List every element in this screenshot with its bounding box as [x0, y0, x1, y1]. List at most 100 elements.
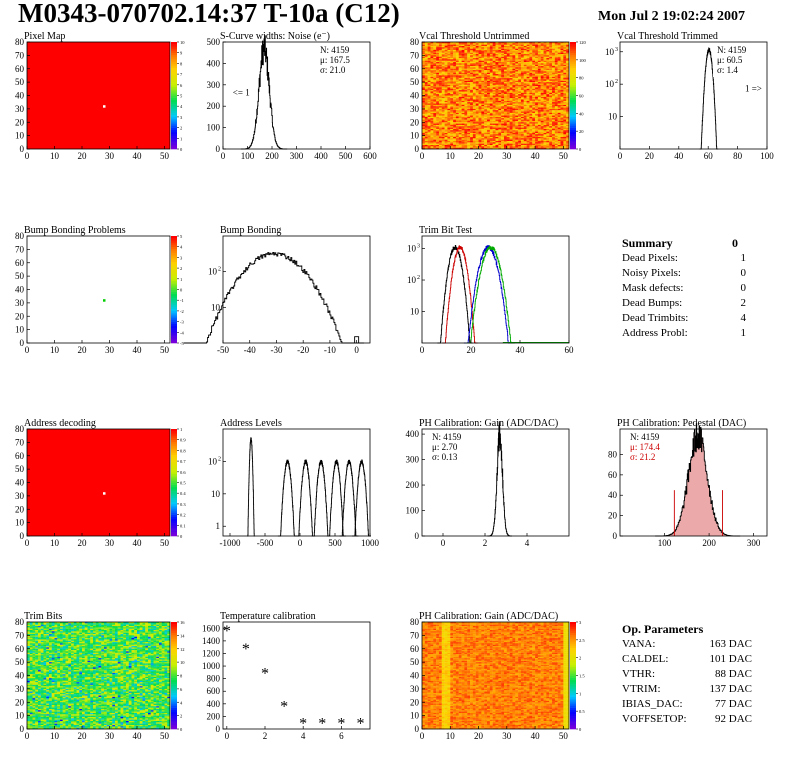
- heatmap-cell: [560, 135, 564, 138]
- heatmap-cell: [560, 92, 564, 95]
- palette-cell: [570, 125, 576, 128]
- heatmap-cell: [481, 147, 485, 150]
- heatmap-cell: [520, 62, 524, 64]
- heatmap-cell: [503, 55, 507, 57]
- heatmap-cell: [506, 103, 510, 106]
- heatmap-cell: [464, 135, 468, 138]
- heatmap-cell: [475, 50, 479, 52]
- heatmap-cell: [535, 90, 539, 92]
- heatmap-cell: [563, 123, 567, 126]
- heatmap-cell: [453, 106, 457, 108]
- heatmap-cell: [535, 99, 539, 101]
- heatmap-cell: [501, 51, 505, 53]
- heatmap-cell: [447, 58, 451, 60]
- heatmap-cell: [29, 726, 33, 728]
- heatmap-cell: [464, 74, 468, 76]
- palette-cell: [171, 306, 177, 310]
- heatmap-cell: [470, 72, 474, 75]
- heatmap-cell: [475, 86, 479, 88]
- heatmap-cell: [540, 70, 544, 72]
- heatmap-cell: [537, 96, 541, 99]
- heatmap-cell: [472, 64, 476, 67]
- heatmap-cell: [475, 54, 479, 56]
- heatmap-cell: [447, 74, 451, 76]
- heatmap-cell: [518, 134, 522, 136]
- heatmap-cell: [453, 98, 457, 100]
- heatmap-cell: [472, 50, 476, 52]
- heatmap-cell: [515, 56, 519, 59]
- heatmap-cell: [430, 124, 434, 127]
- heatmap-cell: [424, 75, 428, 77]
- heatmap-cell: [552, 98, 556, 100]
- heatmap-cell: [29, 642, 33, 644]
- stats-box: [316, 44, 368, 77]
- heatmap-cell: [509, 108, 513, 111]
- heatmap-cell: [523, 92, 527, 95]
- heatmap-cell: [540, 76, 544, 79]
- heatmap-cell: [509, 95, 513, 97]
- heatmap-cell: [427, 131, 431, 134]
- heatmap-cell: [495, 86, 499, 88]
- heatmap-cell: [563, 100, 567, 103]
- heatmap-cell: [472, 127, 476, 130]
- heatmap-cell: [472, 87, 476, 89]
- heatmap-cell: [32, 624, 36, 627]
- palette-cell: [570, 131, 576, 135]
- x-tick-label: 500: [339, 151, 353, 161]
- heatmap-cell: [535, 86, 539, 88]
- heatmap-cell: [554, 63, 558, 65]
- heatmap-cell: [484, 76, 488, 79]
- heatmap-cell: [438, 84, 442, 87]
- heatmap-cell: [535, 127, 539, 130]
- heatmap-cell: [484, 128, 488, 131]
- heatmap-cell: [422, 62, 425, 64]
- heatmap-cell: [501, 143, 505, 146]
- heatmap-cell: [563, 68, 567, 71]
- heatmap-cell: [537, 86, 541, 88]
- heatmap-cell: [444, 132, 448, 135]
- heatmap-cell: [458, 46, 462, 48]
- heatmap-cell: [433, 59, 437, 61]
- heatmap-cell: [433, 60, 437, 63]
- y-tick-label: 10: [605, 79, 615, 89]
- heatmap-cell: [484, 52, 488, 55]
- heatmap-cell: [489, 114, 493, 116]
- heatmap-cell: [535, 88, 539, 91]
- heatmap-cell: [444, 50, 448, 52]
- heatmap-cell: [450, 88, 454, 91]
- heatmap-cell: [455, 78, 459, 80]
- heatmap-cell: [492, 124, 496, 127]
- heatmap-cell: [478, 123, 482, 126]
- heatmap-cell: [467, 115, 471, 118]
- heatmap-cell: [441, 83, 445, 85]
- heatmap-cell: [430, 55, 434, 57]
- heatmap-cell: [506, 139, 510, 142]
- heatmap-cell: [444, 136, 448, 139]
- y-tick-label: 500: [207, 37, 221, 47]
- heatmap-cell: [523, 70, 527, 72]
- heatmap-cell: [554, 72, 558, 75]
- heatmap-cell: [461, 52, 465, 55]
- heatmap-cell: [509, 139, 513, 142]
- heatmap-cell: [422, 130, 425, 132]
- heatmap-cell: [520, 72, 524, 75]
- heatmap-cell: [526, 64, 530, 67]
- heatmap-cell: [458, 98, 462, 100]
- heatmap-cell: [495, 106, 499, 108]
- heatmap-cell: [433, 70, 437, 72]
- heatmap-cell: [543, 114, 547, 116]
- heatmap-cell: [566, 120, 570, 123]
- heatmap-cell: [441, 79, 445, 81]
- heatmap-cell: [478, 92, 482, 95]
- heatmap-cell: [461, 127, 465, 130]
- heatmap-cell: [506, 78, 510, 80]
- heatmap-cell: [458, 92, 462, 95]
- heatmap-cell: [549, 103, 553, 106]
- heatmap-cell: [546, 114, 550, 116]
- heatmap-cell: [503, 116, 507, 119]
- heatmap-cell: [529, 128, 533, 131]
- heatmap-cell: [455, 70, 459, 72]
- heatmap-cell: [455, 124, 459, 127]
- heatmap-cell: [470, 122, 474, 124]
- heatmap-cell: [441, 95, 445, 97]
